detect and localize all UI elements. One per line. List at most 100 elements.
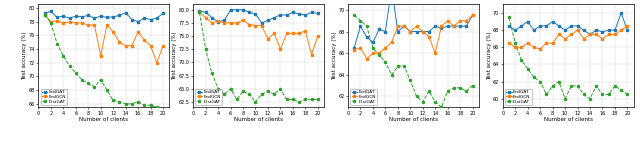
FedGAT xyxy=(356,25,364,27)
FedGAT xyxy=(97,15,104,17)
Line: FedGAT: FedGAT xyxy=(508,12,628,35)
Line: FedGCN: FedGCN xyxy=(353,14,474,60)
FedGCN xyxy=(524,42,532,44)
Legend: FedGAT, FedGCN, DistGAT: FedGAT, FedGCN, DistGAT xyxy=(350,89,377,105)
FedGAT xyxy=(47,10,54,12)
DistGAT xyxy=(252,101,259,103)
DistGAT xyxy=(611,85,619,87)
FedGAT xyxy=(60,15,67,17)
DistGAT xyxy=(147,104,154,106)
DistGAT xyxy=(400,65,408,67)
FedGAT xyxy=(78,16,86,18)
FedGCN xyxy=(84,24,92,26)
FedGCN xyxy=(586,34,594,35)
DistGAT xyxy=(605,94,612,95)
FedGAT xyxy=(505,25,513,27)
FedGCN xyxy=(468,14,476,16)
DistGAT xyxy=(239,91,247,92)
FedGCN xyxy=(530,46,538,48)
DistGAT xyxy=(202,48,209,50)
FedGCN xyxy=(369,52,377,54)
DistGAT xyxy=(425,90,433,92)
DistGAT xyxy=(91,86,99,88)
FedGCN xyxy=(356,47,364,49)
FedGCN xyxy=(47,21,54,22)
Y-axis label: Test accuracy (%): Test accuracy (%) xyxy=(22,32,28,80)
FedGCN xyxy=(438,25,445,27)
FedGAT xyxy=(400,25,408,27)
DistGAT xyxy=(419,101,427,103)
DistGAT xyxy=(524,68,532,70)
FedGAT xyxy=(568,25,575,27)
FedGAT xyxy=(580,29,588,31)
FedGAT xyxy=(227,9,234,11)
FedGAT xyxy=(518,25,525,27)
FedGCN xyxy=(555,34,563,35)
FedGCN xyxy=(375,52,383,54)
FedGAT xyxy=(413,31,420,32)
FedGCN xyxy=(289,33,297,34)
FedGCN xyxy=(239,19,247,21)
DistGAT xyxy=(381,61,389,63)
DistGAT xyxy=(72,72,79,74)
FedGAT xyxy=(233,9,241,11)
Line: DistGAT: DistGAT xyxy=(198,11,319,103)
FedGAT xyxy=(245,11,253,13)
FedGAT xyxy=(153,17,161,19)
FedGCN xyxy=(196,11,204,13)
Line: DistGAT: DistGAT xyxy=(353,14,474,108)
DistGAT xyxy=(561,98,569,100)
Line: DistGAT: DistGAT xyxy=(44,14,164,110)
FedGAT xyxy=(109,16,117,18)
FedGAT xyxy=(214,21,222,23)
DistGAT xyxy=(214,88,222,90)
FedGCN xyxy=(518,46,525,48)
DistGAT xyxy=(97,79,104,81)
FedGCN xyxy=(276,48,284,50)
DistGAT xyxy=(301,98,309,100)
Y-axis label: Test accuracy (%): Test accuracy (%) xyxy=(332,32,337,80)
FedGAT xyxy=(593,29,600,31)
Legend: FedGAT, FedGCN, DistGAT: FedGAT, FedGCN, DistGAT xyxy=(505,89,532,105)
FedGAT xyxy=(555,25,563,27)
DistGAT xyxy=(530,76,538,78)
DistGAT xyxy=(116,101,124,103)
FedGCN xyxy=(41,14,49,16)
FedGCN xyxy=(419,31,427,32)
FedGAT xyxy=(350,47,358,49)
FedGCN xyxy=(406,31,414,32)
FedGCN xyxy=(350,49,358,51)
FedGCN xyxy=(147,45,154,46)
FedGCN xyxy=(264,38,272,40)
DistGAT xyxy=(283,98,291,100)
FedGAT xyxy=(605,29,612,31)
DistGAT xyxy=(47,22,54,24)
Line: DistGAT: DistGAT xyxy=(508,16,628,100)
FedGAT xyxy=(394,31,402,32)
DistGAT xyxy=(413,96,420,97)
DistGAT xyxy=(450,87,458,89)
DistGAT xyxy=(573,85,581,87)
DistGAT xyxy=(258,93,266,95)
FedGCN xyxy=(116,41,124,43)
FedGAT xyxy=(463,25,470,27)
FedGAT xyxy=(159,13,167,14)
FedGAT xyxy=(252,13,259,15)
Line: FedGAT: FedGAT xyxy=(353,0,474,49)
FedGAT xyxy=(543,25,550,27)
FedGAT xyxy=(116,15,124,16)
Y-axis label: Test accuracy (%): Test accuracy (%) xyxy=(172,32,177,80)
DistGAT xyxy=(41,14,49,16)
DistGAT xyxy=(568,85,575,87)
DistGAT xyxy=(431,101,439,103)
DistGAT xyxy=(233,98,241,100)
FedGCN xyxy=(431,52,439,54)
FedGCN xyxy=(463,20,470,22)
FedGAT xyxy=(375,28,383,30)
FedGAT xyxy=(369,41,377,43)
FedGCN xyxy=(511,46,519,48)
DistGAT xyxy=(548,85,556,87)
FedGAT xyxy=(270,17,278,18)
DistGAT xyxy=(208,72,216,74)
Line: FedGAT: FedGAT xyxy=(44,10,164,23)
